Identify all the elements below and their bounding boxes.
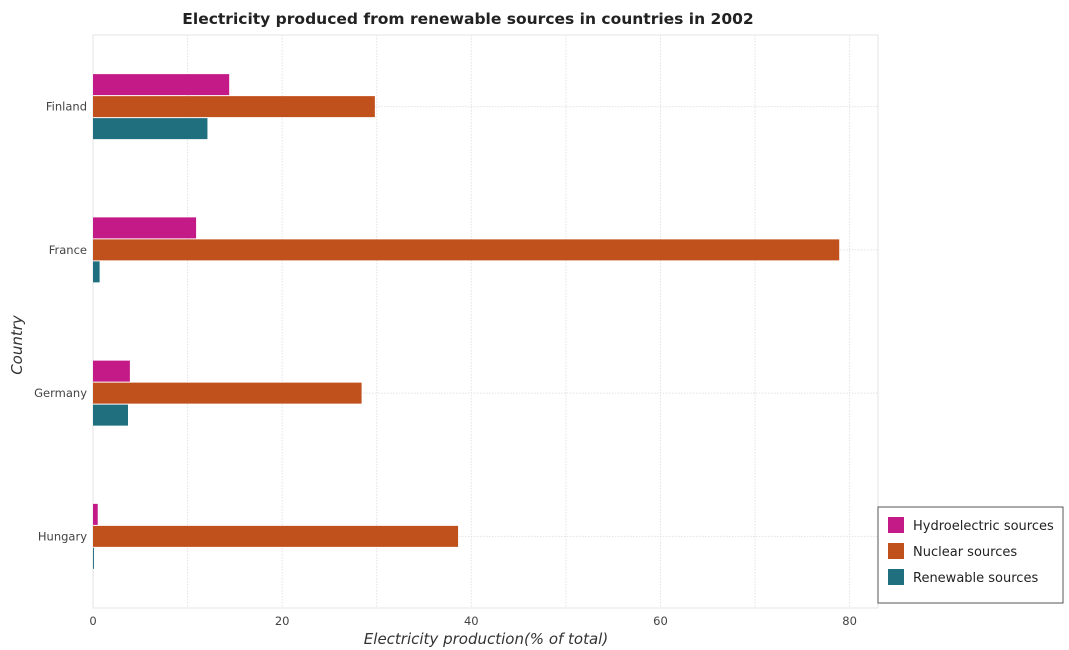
bar-france-hydroelectric-sources (93, 217, 197, 239)
y-ticks: Finland France Germany Hungary (34, 100, 87, 544)
x-tick-label: 0 (89, 614, 96, 628)
bar-hungary-hydroelectric-sources (93, 503, 98, 525)
legend-label: Renewable sources (913, 571, 1038, 586)
bar-hungary-nuclear-sources (93, 525, 459, 547)
x-tick-label: 60 (653, 614, 668, 628)
bar-germany-nuclear-sources (93, 382, 362, 404)
legend-box (877, 506, 1064, 604)
bars (93, 74, 840, 569)
x-tick-label: 20 (275, 614, 290, 628)
legend-swatch (888, 543, 904, 559)
y-tick-label: Germany (34, 386, 87, 400)
x-tick-label: 80 (842, 614, 857, 628)
plot-border (92, 34, 879, 609)
x-tick-label: 40 (464, 614, 479, 628)
bar-hungary-renewable-sources (93, 547, 94, 569)
bar-france-renewable-sources (93, 261, 100, 283)
y-tick-label: France (49, 243, 87, 257)
y-tick-label: Finland (46, 100, 87, 114)
legend: Hydroelectric sources Nuclear sources Rene… (877, 506, 1064, 604)
bar-germany-hydroelectric-sources (93, 360, 130, 382)
chart-title: Electricity produced from renewable sour… (182, 10, 753, 28)
legend-label: Nuclear sources (913, 545, 1017, 560)
legend-label: Hydroelectric sources (913, 519, 1054, 534)
x-ticks: 0 20 40 60 80 (89, 614, 857, 628)
legend-swatch (888, 569, 904, 585)
legend-swatch (888, 517, 904, 533)
bar-finland-renewable-sources (93, 118, 208, 140)
y-axis-label: Country (8, 314, 26, 375)
bar-france-nuclear-sources (93, 239, 840, 261)
bar-germany-renewable-sources (93, 404, 128, 426)
y-tick-label: Hungary (38, 529, 87, 543)
x-axis-label: Electricity production(% of total) (364, 630, 608, 648)
grid (92, 34, 879, 609)
bar-finland-hydroelectric-sources (93, 74, 230, 96)
bar-finland-nuclear-sources (93, 96, 375, 118)
